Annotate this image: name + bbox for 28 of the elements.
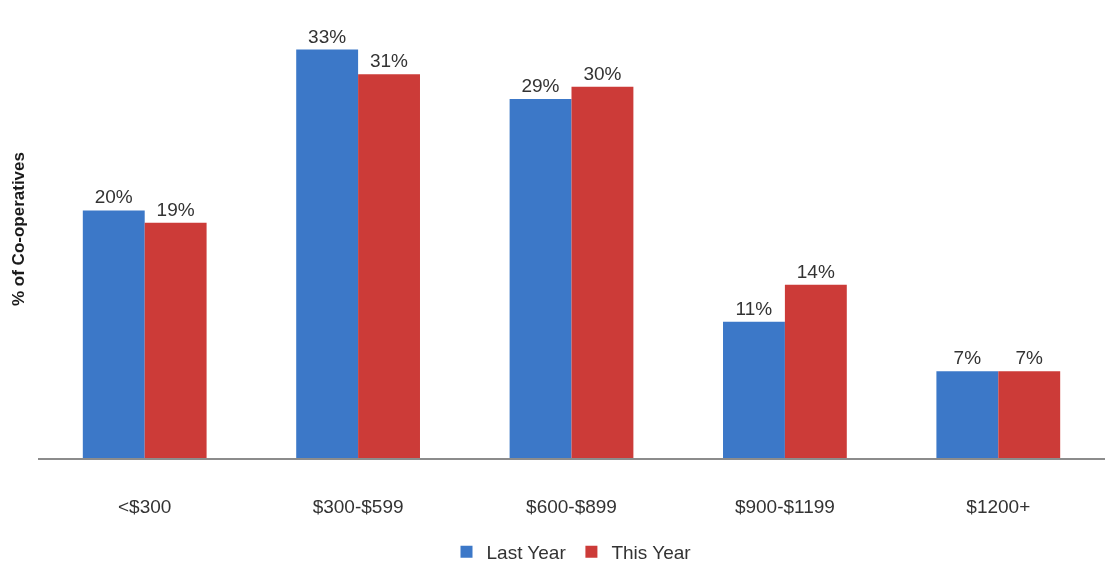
bar bbox=[82, 210, 145, 458]
data-label: 7% bbox=[953, 347, 982, 369]
bar bbox=[723, 321, 785, 458]
data-label: 31% bbox=[369, 50, 409, 72]
data-label: 19% bbox=[156, 198, 195, 220]
y-axis-title: % of Co-operatives bbox=[8, 152, 28, 306]
bar bbox=[936, 371, 999, 458]
data-label: 33% bbox=[308, 25, 347, 47]
x-tick-label: $900-$1199 bbox=[734, 495, 835, 517]
x-tick-label: $600-$899 bbox=[526, 495, 617, 517]
legend-label: Last Year bbox=[486, 542, 567, 564]
data-label: 30% bbox=[583, 62, 622, 84]
x-tick-label: $300-$599 bbox=[312, 495, 404, 517]
x-tick-label: $1200+ bbox=[966, 495, 1031, 517]
bar bbox=[296, 49, 359, 458]
data-label: 11% bbox=[735, 297, 773, 319]
bar bbox=[509, 99, 572, 458]
data-label: 14% bbox=[796, 260, 835, 282]
bar bbox=[144, 222, 207, 458]
bar bbox=[571, 86, 634, 458]
bar bbox=[358, 74, 420, 458]
bar bbox=[784, 284, 847, 458]
data-label: 20% bbox=[94, 186, 133, 208]
data-label: 7% bbox=[1015, 347, 1044, 369]
data-label: 29% bbox=[521, 75, 560, 97]
x-tick-label: <$300 bbox=[118, 495, 172, 517]
bar bbox=[998, 371, 1061, 458]
legend-label: This Year bbox=[611, 542, 692, 564]
